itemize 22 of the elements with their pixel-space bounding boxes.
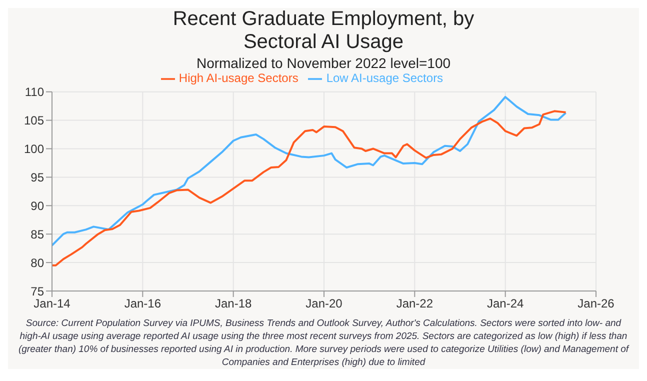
source-note: Source: Current Population Survey via IPUMS, Business Trends and Outlook Survey, Author's Calculations. Sectors were sorted into low- and high-AI usage using average reported AI usage using the three most recent surveys from 2025. Sectors are categorized as low (high) if less than (greater than) 10% of businesses reported using AI in production. More survey periods were used to categorize Utilities (low) and Management of Companies and Enterprises (high) due to limited	[17, 317, 630, 369]
x-tick-label: Jan-18	[214, 296, 252, 311]
y-tick-label: 75	[30, 284, 44, 298]
line-series	[52, 110, 567, 266]
legend-label: Low AI-usage Sectors	[326, 71, 444, 85]
x-tick-label: Jan-22	[396, 296, 434, 311]
legend-label: High AI-usage Sectors	[178, 71, 298, 85]
line-series	[52, 96, 567, 246]
y-tick-label: 105	[24, 114, 44, 128]
x-tick-label: Jan-26	[578, 296, 615, 311]
chart-subtitle: Normalized to November 2022 level=100	[195, 55, 452, 71]
y-tick-label: 95	[30, 170, 44, 184]
chart-title: Recent Graduate Employment, by Sectoral AI Usage	[172, 8, 476, 54]
x-tick-label: Jan-24	[486, 296, 524, 311]
x-tick-label: Jan-20	[306, 296, 343, 311]
y-tick-label: 110	[24, 85, 44, 100]
x-tick-label: Jan-16	[124, 296, 162, 311]
y-tick-label: 90	[30, 198, 44, 213]
y-tick-label: 80	[30, 256, 44, 270]
x-tick-label: Jan-14	[34, 296, 71, 311]
y-tick-label: 85	[30, 227, 44, 242]
y-tick-label: 100	[24, 142, 44, 156]
